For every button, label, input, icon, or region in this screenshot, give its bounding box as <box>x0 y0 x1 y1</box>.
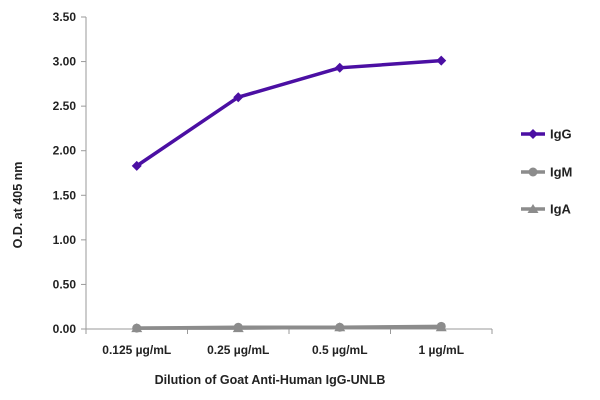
legend-item-igm: IgM <box>521 165 572 180</box>
legend-marker-iga <box>527 204 539 213</box>
y-tick-label: 3.50 <box>53 10 77 24</box>
y-tick-label: 0.50 <box>53 277 77 291</box>
y-tick-label: 1.00 <box>53 233 77 247</box>
data-point-igm <box>132 323 142 333</box>
legend-item-igg: IgG <box>521 127 572 142</box>
x-axis-title: Dilution of Goat Anti-Human IgG-UNLB <box>155 373 386 387</box>
y-tick-label: 2.00 <box>53 144 77 158</box>
y-axis-title: O.D. at 405 nm <box>11 162 25 249</box>
data-point-igm <box>335 322 345 332</box>
legend: IgG IgM IgA <box>521 127 572 217</box>
y-tick-label: 3.00 <box>53 55 77 69</box>
legend-item-iga: IgA <box>521 202 572 217</box>
y-tick-label: 0.00 <box>53 322 77 336</box>
legend-marker-igg <box>528 129 538 139</box>
data-point-igg <box>233 92 244 103</box>
x-tick-label: 1 µg/mL <box>418 343 464 357</box>
y-tick-label: 1.50 <box>53 188 77 202</box>
data-point-igm <box>436 321 446 331</box>
data-point-igg <box>436 55 447 66</box>
legend-label-igm: IgM <box>550 165 572 180</box>
plot-series <box>131 55 447 333</box>
y-axis: 0.00 0.50 1.00 1.50 2.00 2.50 3.00 3.50 <box>53 10 87 336</box>
series-line-igm <box>136 324 442 330</box>
data-point-igm <box>233 322 243 332</box>
x-axis: 0.125 µg/mL 0.25 µg/mL 0.5 µg/mL 1 µg/mL <box>85 328 493 357</box>
series-line-igg <box>135 58 442 168</box>
x-tick-label: 0.5 µg/mL <box>312 343 368 357</box>
legend-label-igg: IgG <box>550 127 572 142</box>
y-tick-label: 2.50 <box>53 99 77 113</box>
data-point-igg <box>334 62 345 73</box>
series-igm <box>132 321 446 333</box>
x-tick-label: 0.25 µg/mL <box>207 343 269 357</box>
data-point-igg <box>131 160 142 171</box>
x-tick-label: 0.125 µg/mL <box>102 343 171 357</box>
series-igg <box>131 55 447 171</box>
legend-label-iga: IgA <box>550 202 572 217</box>
legend-marker-igm <box>528 167 538 177</box>
